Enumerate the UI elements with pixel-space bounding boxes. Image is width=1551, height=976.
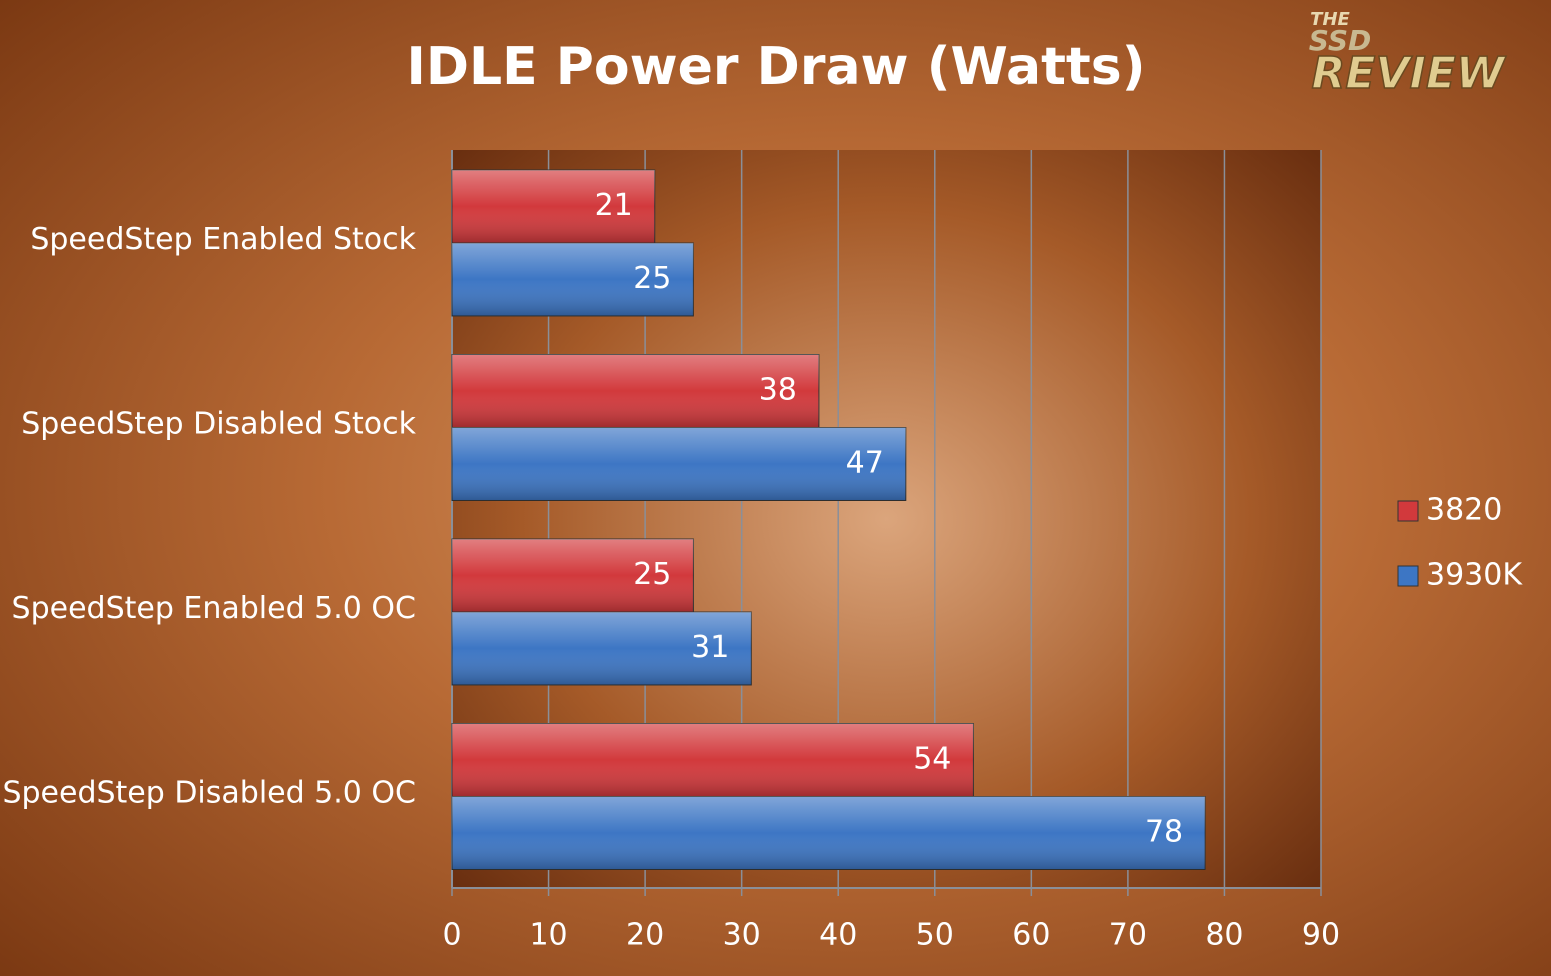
value-label: 31 bbox=[691, 630, 729, 665]
value-label: 38 bbox=[759, 373, 797, 408]
bar-shade bbox=[452, 427, 906, 501]
value-label: 47 bbox=[846, 446, 884, 481]
x-tick-label: 70 bbox=[1109, 918, 1147, 953]
y-tick-label: SpeedStep Disabled 5.0 OC bbox=[2, 775, 416, 810]
value-label: 54 bbox=[913, 742, 951, 777]
y-tick-label: SpeedStep Enabled 5.0 OC bbox=[12, 591, 416, 626]
bar-shade bbox=[452, 612, 752, 685]
value-label: 25 bbox=[633, 557, 671, 592]
x-tick-label: 80 bbox=[1205, 918, 1243, 953]
bar-shade bbox=[452, 170, 655, 243]
y-tick-label: SpeedStep Enabled Stock bbox=[30, 222, 416, 257]
x-tick-label: 30 bbox=[723, 918, 761, 953]
bar-shade bbox=[452, 243, 694, 316]
x-tick-label: 50 bbox=[916, 918, 954, 953]
logo-text: REVIEW bbox=[1312, 48, 1507, 99]
value-label: 21 bbox=[595, 188, 633, 223]
x-tick-label: 10 bbox=[529, 918, 567, 953]
value-label: 25 bbox=[633, 261, 671, 296]
x-tick-label: 90 bbox=[1302, 918, 1340, 953]
legend-swatch bbox=[1397, 565, 1419, 587]
bar-shade bbox=[452, 723, 974, 797]
x-tick-label: 0 bbox=[442, 918, 461, 953]
logo-text: SSD bbox=[1309, 24, 1372, 57]
bar-shade bbox=[452, 354, 819, 428]
legend-swatch bbox=[1397, 500, 1419, 522]
bar-shade bbox=[452, 796, 1206, 870]
y-tick-label: SpeedStep Disabled Stock bbox=[21, 406, 416, 441]
legend-label: 3930K bbox=[1426, 558, 1523, 593]
bar-shade bbox=[452, 539, 694, 612]
chart-title: IDLE Power Draw (Watts) bbox=[407, 37, 1146, 97]
logo-text: THE bbox=[1310, 9, 1350, 30]
logo: THE SSD REVIEW bbox=[1309, 9, 1508, 100]
value-label: 78 bbox=[1145, 815, 1183, 850]
x-tick-label: 60 bbox=[1012, 918, 1050, 953]
x-tick-label: 20 bbox=[626, 918, 664, 953]
legend-label: 3820 bbox=[1426, 493, 1502, 528]
x-tick-label: 40 bbox=[819, 918, 857, 953]
